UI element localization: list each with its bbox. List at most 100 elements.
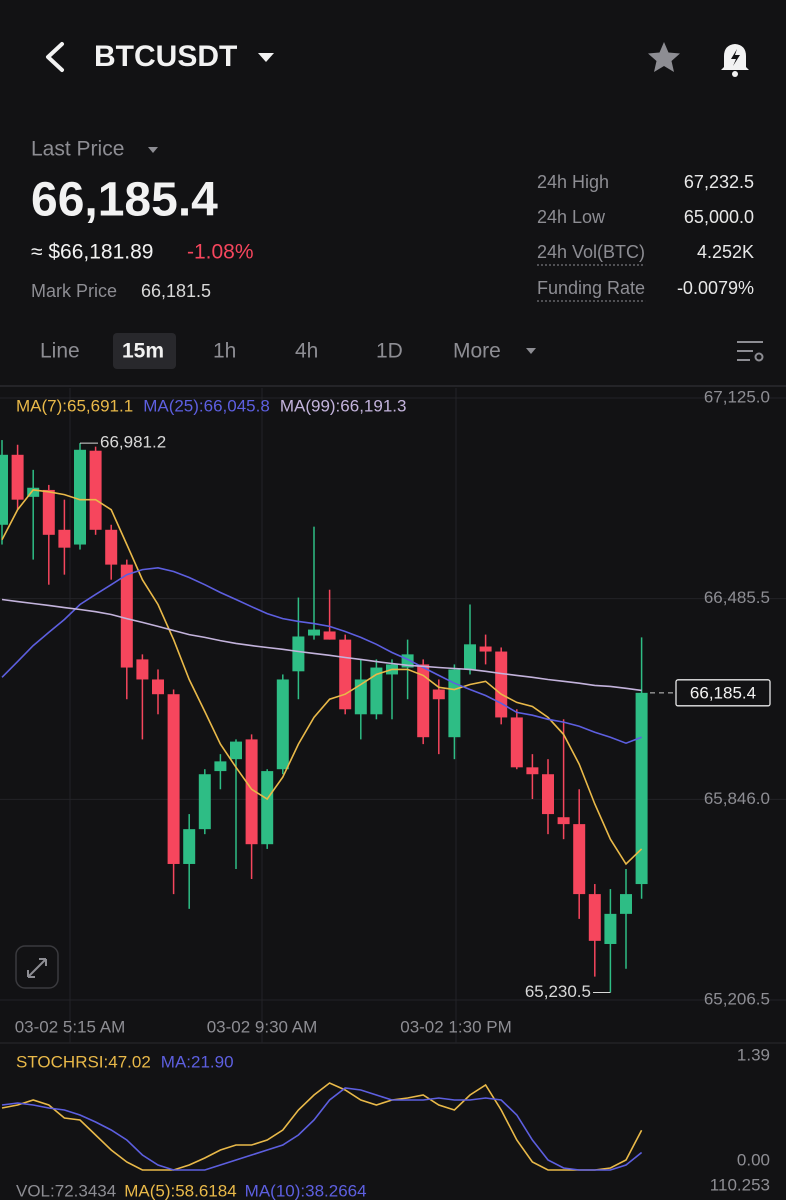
candle-body [308,629,320,636]
candle-body [479,646,492,652]
settings-gear [754,352,764,362]
legend-entry: MA:21.90 [161,1052,234,1071]
candle-body [588,894,601,941]
candle-body [214,761,227,772]
usd-price: ≈ $66,181.89 [31,241,153,264]
volume-legend: VOL:72.3434 [16,1181,116,1200]
stat-label: Funding Rate [537,278,645,298]
candle-body [370,667,383,715]
x-tick-label: 03-02 9:30 AM [207,1017,318,1036]
candle-body [542,774,554,815]
candle-body [620,894,632,914]
legend-entry: MA(25):66,045.8 [143,396,270,415]
tab-highlight [113,333,176,369]
plot [0,440,648,1171]
volume-legend: MA(10):38.2664 [245,1181,367,1200]
series-line [1,489,643,866]
legend-entry: MA(99):66,191.3 [280,396,407,415]
series-line [1,598,642,692]
y-axis-label: 0.00 [737,1150,770,1169]
y-tick-label: 65,206.5 [704,989,770,1008]
low-label: 65,230.5 [525,982,591,1001]
candle-body [635,692,648,885]
candle-body [339,639,352,710]
symbol-dropdown[interactable] [258,53,274,62]
mark-price-label: Mark Price [31,281,117,301]
candle-body [136,659,149,680]
tab[interactable]: 15m [122,340,164,363]
y-tick-label: 66,485.5 [704,588,770,607]
candle-body [89,450,102,530]
candle-body [448,669,461,738]
candle-body [354,679,367,715]
candle-body [58,529,71,548]
interval-tabs: Line 15m 1h 4h 1D More [40,340,501,363]
y-axis-label: 1.39 [737,1045,770,1064]
symbol[interactable]: BTCUSDT [94,40,237,73]
candle-body [230,741,242,760]
candle-body [198,774,211,830]
candle-body [261,771,274,845]
candle-body [152,679,164,695]
last-price-label: 66,185.4 [690,683,756,702]
tab[interactable]: Line [40,340,80,363]
tab[interactable]: 1h [213,340,236,363]
volume-axis-label: 110.253 [710,1175,770,1194]
candle-body [120,564,133,668]
candle-body [510,717,523,768]
candle-body [495,651,508,718]
legend-entry: MA(7):65,691.1 [16,396,133,415]
stat-value: 67,232.5 [684,172,754,192]
stat-label: 24h Low [537,207,606,227]
x-tick-label: 03-02 1:30 PM [400,1017,512,1036]
x-tick-label: 03-02 5:15 AM [15,1017,126,1036]
series-line [1,1087,643,1171]
candle-body [11,454,24,500]
overlay: 67,125.0 66,485.5 65,846.0 65,206.5 03-02 5:… [15,387,771,1200]
mark-price: 66,181.5 [141,281,211,301]
candle-body [105,529,118,565]
candle-body [526,767,539,775]
back-button[interactable] [46,42,64,72]
candle-body [292,636,305,672]
last-price-dropdown[interactable] [148,147,158,153]
stat-value: -0.0079% [677,278,754,298]
high-label: 66,981.2 [100,433,166,452]
price-change: -1.08% [187,241,254,264]
candle-body [27,487,40,497]
tab[interactable]: 4h [295,340,318,363]
stat-label: 24h Vol(BTC) [537,242,645,262]
candle-body [573,824,586,895]
legend-entry: STOCHRSI:47.02 [16,1052,151,1071]
candle-body [432,689,445,700]
y-tick-label: 65,846.0 [704,789,770,808]
series-line [1,566,642,745]
alert-bell[interactable] [721,44,749,77]
more-dropdown[interactable] [526,348,536,354]
chart-settings[interactable] [737,341,764,362]
stat-value: 4.252K [697,242,754,262]
candle-body [245,739,258,845]
expand-arrows [27,958,47,978]
y-tick-label: 67,125.0 [704,387,770,406]
last-price: 66,185.4 [31,174,218,227]
tab[interactable]: 1D [376,340,403,363]
stat-label: 24h High [537,172,609,192]
last-price-label[interactable]: Last Price [31,138,124,161]
last-price-box [675,679,771,707]
candle-body [74,449,86,545]
favorite-star[interactable] [648,42,680,72]
candle-body [167,694,180,864]
candle-body [417,664,430,738]
expand-button[interactable] [15,945,59,989]
candle-body [183,829,196,864]
tab[interactable]: More [453,340,501,363]
candle-body [276,679,289,770]
candle-body [323,631,336,640]
stats: 24h High 67,232.5 24h Low 65,000.0 24h Vol(B… [537,172,754,302]
bell-bolt [731,49,740,66]
candle-body [0,454,8,525]
candle-body [557,817,570,825]
candle-body [604,913,617,944]
